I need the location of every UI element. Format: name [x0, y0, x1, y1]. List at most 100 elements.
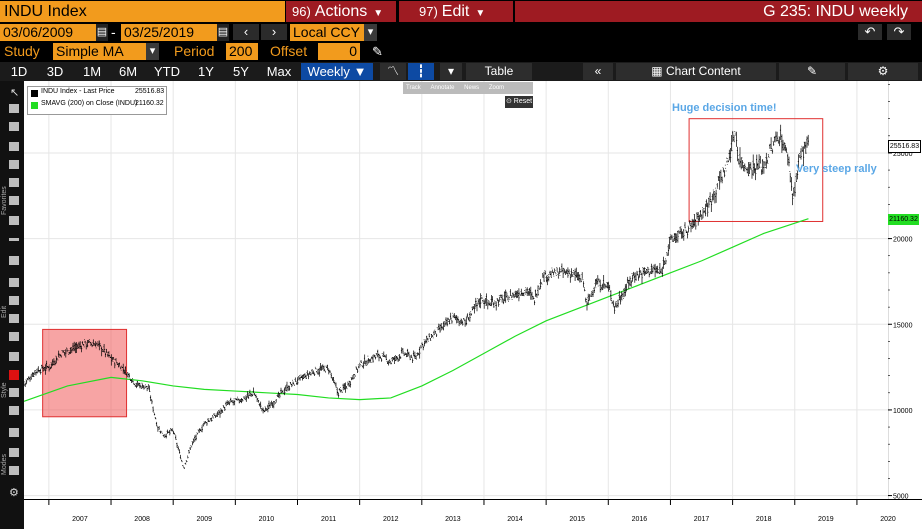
chart-content-label: Chart Content [665, 64, 741, 78]
edit-label: Edit [441, 3, 470, 20]
next-arrow-icon[interactable]: › [261, 24, 287, 40]
zoom-button[interactable]: Zoom [488, 85, 505, 91]
annotation-rally[interactable]: Very steep rally [796, 163, 877, 175]
annotation-decision[interactable]: Huge decision time! [672, 102, 777, 114]
tab-1d[interactable]: 1D [10, 64, 28, 79]
reset-button[interactable]: ⊙ Reset [505, 96, 533, 108]
x-tick-label: 2016 [632, 516, 648, 523]
page-title: G 235: INDU weekly [515, 1, 922, 22]
brush-icon[interactable] [9, 196, 19, 205]
x-tick-label: 2020 [880, 516, 896, 523]
edit-chart-icon[interactable]: ✎ [779, 63, 845, 80]
legend-label-sma: SMAVG (200) on Close (INDU) [41, 100, 138, 107]
news-button[interactable]: News [464, 85, 480, 91]
chart-mini-toolbar: Track Annotate News Zoom [403, 82, 533, 94]
highlight-box-2008 [42, 328, 128, 418]
redo-icon[interactable]: ↷ [887, 24, 911, 40]
calendar-icon[interactable]: ▤ [96, 24, 108, 41]
calendar-icon[interactable]: ▤ [217, 24, 229, 41]
settings-icon[interactable]: ⚙ [9, 487, 19, 499]
x-tick-label: 2015 [569, 516, 585, 523]
study-label: Study [4, 43, 40, 59]
chevron-down-icon[interactable]: ▾ [146, 43, 159, 60]
actions-menu-button[interactable]: 96) Actions ▼ [286, 1, 396, 22]
annotate-button[interactable]: Annotate [430, 85, 455, 91]
color-swatch-icon[interactable] [9, 370, 19, 380]
horizontal-line-icon[interactable] [9, 238, 19, 241]
undo-icon[interactable]: ↶ [858, 24, 882, 40]
chevron-down-icon: ▼ [475, 8, 486, 19]
x-tick-label: 2018 [756, 516, 772, 523]
gear-icon[interactable]: ⚙ [848, 63, 918, 80]
trend-line-icon[interactable] [9, 104, 19, 113]
tab-max[interactable]: Max [266, 64, 292, 79]
channel-icon[interactable] [9, 160, 19, 169]
tab-weekly[interactable]: Weekly ▼ [301, 63, 373, 80]
line-width-icon[interactable] [9, 406, 19, 415]
legend-label-price: INDU Index - Last Price [41, 88, 115, 95]
tab-ytd[interactable]: YTD [154, 64, 180, 79]
collapse-left-icon[interactable]: « [583, 63, 613, 80]
crosshair-icon[interactable] [9, 466, 19, 475]
security-ticker[interactable]: INDU Index [0, 1, 285, 22]
magic-wand-icon[interactable] [9, 428, 19, 437]
magnet-icon[interactable] [9, 448, 19, 457]
chevron-down-icon[interactable]: ▾ [440, 63, 462, 80]
date-separator: - [111, 24, 116, 40]
chart-content-icon: ▦ [651, 64, 663, 78]
previous-arrow-icon[interactable]: ‹ [233, 24, 259, 40]
legend-swatch-price [31, 90, 38, 97]
table-button[interactable]: Table [466, 63, 532, 80]
bar-chart-icon[interactable]: ┇ [408, 63, 434, 80]
x-tick-label: 2013 [445, 516, 461, 523]
y-tick-label: 20000 [893, 237, 913, 244]
font-color-icon[interactable] [9, 352, 19, 361]
tab-1y[interactable]: 1Y [198, 64, 214, 79]
line-chart-icon[interactable]: 〽 [380, 63, 406, 80]
parallel-lines-icon[interactable] [9, 256, 19, 265]
chart-content-button[interactable]: ▦ Chart Content [616, 63, 776, 80]
offset-field[interactable]: 0 [318, 43, 360, 60]
pen-icon[interactable] [9, 216, 19, 225]
study-select[interactable]: Simple MA [53, 43, 146, 60]
fibonacci-icon[interactable] [9, 142, 19, 151]
trash-icon[interactable] [9, 332, 19, 341]
sma-line [23, 218, 809, 402]
chart-plot-area[interactable] [24, 81, 888, 499]
line-style-icon[interactable] [9, 388, 19, 397]
tab-6m[interactable]: 6M [118, 64, 138, 79]
x-tick-label: 2010 [259, 516, 275, 523]
edit-menu-button[interactable]: 97) Edit ▼ [399, 1, 513, 22]
chart-legend[interactable]: INDU Index - Last Price 25516.83 SMAVG (… [27, 86, 167, 115]
pencil-icon[interactable]: ✎ [372, 44, 383, 59]
chevron-down-icon[interactable]: ▾ [364, 24, 377, 41]
text-tool-icon[interactable] [9, 122, 19, 131]
legend-value-price: 25516.83 [135, 88, 165, 95]
y-tick-label: 10000 [893, 408, 913, 415]
x-tick-label: 2019 [818, 516, 834, 523]
select-icon[interactable] [9, 314, 19, 323]
actions-number: 96) [292, 4, 311, 19]
track-button[interactable]: Track [406, 85, 421, 91]
y-tick-labels: 5000 10000 15000 20000 25000 [888, 84, 913, 501]
start-date-field[interactable]: 03/06/2009 [0, 24, 96, 41]
tab-3d[interactable]: 3D [46, 64, 64, 79]
pointer-icon[interactable]: ↖ [10, 87, 20, 99]
tab-1m[interactable]: 1M [82, 64, 102, 79]
end-date-field[interactable]: 03/25/2019 [121, 24, 217, 41]
tab-5y[interactable]: 5Y [233, 64, 249, 79]
move-icon[interactable] [9, 296, 19, 305]
tab-weekly-label: Weekly [307, 64, 350, 79]
x-tick-label: 2007 [72, 516, 88, 523]
edit-number: 97) [419, 4, 438, 19]
eraser-icon[interactable] [9, 278, 19, 287]
actions-label: Actions [314, 3, 368, 20]
x-tick-label: 2012 [383, 516, 399, 523]
annotation-shapes [42, 118, 824, 418]
ray-icon[interactable] [9, 178, 19, 187]
period-field[interactable]: 200 [226, 43, 258, 60]
price-bars [23, 124, 809, 469]
period-label: Period [174, 43, 215, 59]
currency-select[interactable]: Local CCY [290, 24, 364, 41]
